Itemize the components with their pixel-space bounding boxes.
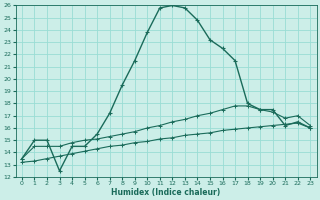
- X-axis label: Humidex (Indice chaleur): Humidex (Indice chaleur): [111, 188, 221, 197]
